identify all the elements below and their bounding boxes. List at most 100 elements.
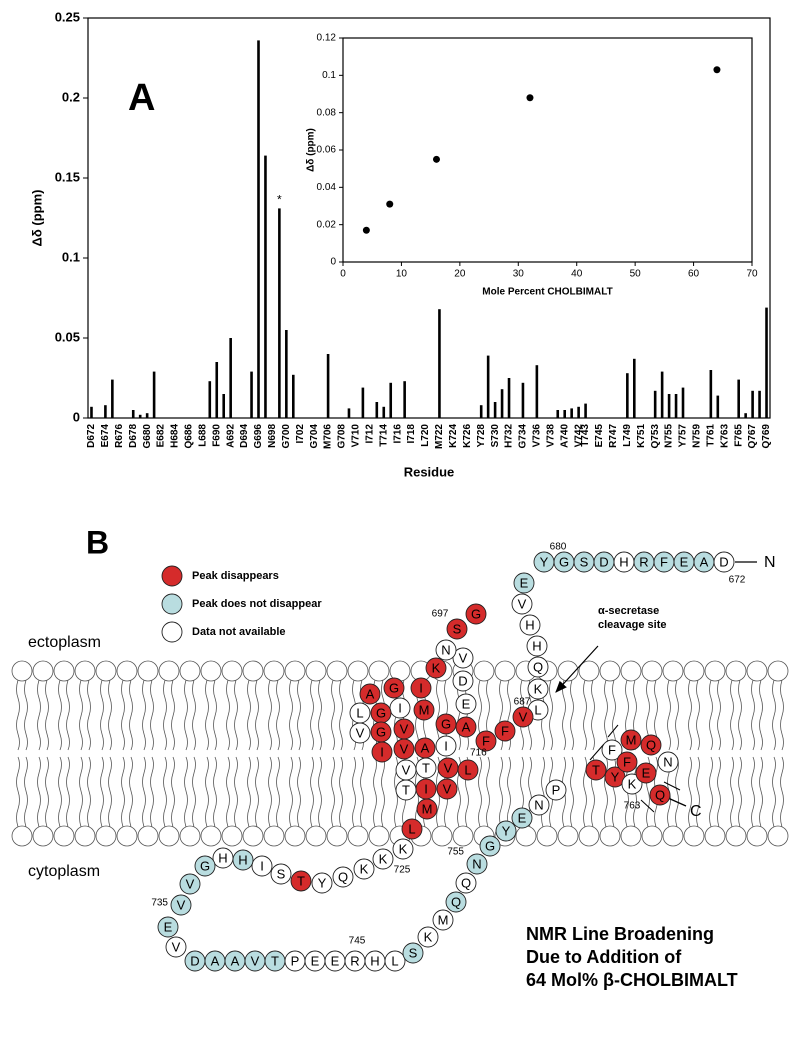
lipid-head	[74, 660, 96, 682]
residue	[251, 855, 273, 877]
residue	[649, 784, 671, 806]
terminus: N	[764, 554, 776, 571]
inset-frame	[342, 37, 753, 263]
residue-number: 725	[394, 865, 411, 876]
lipid-head	[158, 825, 180, 847]
lipid-tail	[730, 679, 734, 751]
residue-label: G	[376, 705, 386, 720]
residue	[332, 866, 354, 888]
lipid-head	[767, 825, 789, 847]
residue-number: 735	[151, 898, 168, 909]
residue-label: H	[532, 638, 541, 653]
residue-label: D	[458, 673, 467, 688]
residue-label: A	[462, 719, 471, 734]
lipid-head	[158, 660, 180, 682]
bar	[667, 394, 671, 418]
y-axis-label: Δδ (ppm)	[29, 190, 44, 247]
residue-label: H	[619, 554, 628, 569]
x-tick-label: 0	[340, 269, 346, 280]
lipid-tail	[667, 679, 671, 751]
lipid-tail	[339, 756, 343, 828]
x-tick-label: D678	[128, 424, 139, 448]
lipid-tail	[331, 756, 335, 828]
residue-label: D	[190, 953, 199, 968]
residue-label: V	[251, 953, 260, 968]
residue	[416, 798, 438, 820]
bar	[570, 408, 573, 418]
residue-label: E	[680, 554, 689, 569]
bar	[556, 410, 560, 418]
lipid-tail	[16, 756, 20, 828]
residue	[494, 720, 516, 742]
lipid-tail	[297, 756, 301, 828]
x-tick-label: A740	[559, 424, 570, 448]
residue	[371, 741, 393, 763]
residue-label: V	[177, 897, 186, 912]
lipid-tail	[478, 756, 482, 828]
residue-label: V	[443, 781, 452, 796]
lipid-head	[221, 660, 243, 682]
y-tick-label: 0	[73, 409, 80, 424]
x-tick-label: N755	[664, 424, 675, 448]
lipid-tail	[696, 679, 700, 751]
lipid-head	[368, 825, 390, 847]
x-tick-label: 30	[513, 269, 525, 280]
residue	[270, 863, 292, 885]
lipid-tail	[121, 679, 125, 751]
bar	[521, 382, 525, 418]
residue	[455, 693, 477, 715]
lipid-tail	[100, 756, 104, 828]
lipid-head	[200, 660, 222, 682]
lipid-tail	[226, 756, 230, 828]
lipid-tail	[730, 756, 734, 828]
lipid-tail	[688, 679, 692, 751]
residue	[635, 762, 657, 784]
lipid-head	[368, 660, 390, 682]
residue-label: V	[356, 725, 365, 740]
connector	[667, 797, 687, 807]
lipid-head	[284, 660, 306, 682]
lipid-tail	[87, 756, 91, 828]
residue	[620, 729, 642, 751]
lipid-head	[263, 660, 285, 682]
residue-label: R	[639, 554, 648, 569]
annotation: α-secretase	[598, 605, 659, 617]
residue	[511, 593, 533, 615]
lipid-tail	[142, 679, 146, 751]
residue-label: L	[408, 821, 415, 836]
region-label: cytoplasm	[28, 863, 100, 880]
lipid-tail	[255, 679, 259, 751]
x-tick-label: T714	[378, 424, 389, 447]
lipid-tail	[192, 679, 196, 751]
residue	[410, 677, 432, 699]
residue	[585, 759, 607, 781]
lipid-tail	[562, 679, 566, 751]
lipid-tail	[352, 756, 356, 828]
residue-label: Y	[502, 823, 511, 838]
lipid-head	[641, 825, 663, 847]
lipid-tail	[24, 679, 28, 751]
bar	[347, 408, 351, 418]
bar	[375, 402, 379, 418]
residue-label: H	[238, 852, 247, 867]
divider	[607, 724, 619, 738]
x-tick-label: S730	[490, 424, 501, 448]
x-tick-label: N698	[267, 424, 278, 448]
legend-swatch	[161, 621, 183, 643]
point	[713, 66, 721, 74]
lipid-tail	[570, 756, 574, 828]
lipid-tail	[87, 679, 91, 751]
lipid-tail	[318, 756, 322, 828]
lipid-tail	[142, 756, 146, 828]
residue-number: 687	[514, 697, 531, 708]
legend-label: Peak does not disappear	[192, 598, 322, 610]
bar	[222, 394, 226, 418]
residue-label: G	[471, 606, 481, 621]
x-tick-label: Q686	[184, 424, 195, 449]
lipid-tail	[205, 679, 209, 751]
lipid-tail	[381, 756, 385, 828]
residue-label: S	[277, 866, 286, 881]
residue-label: L	[391, 953, 398, 968]
lipid-head	[620, 825, 642, 847]
residue-label: A	[231, 953, 240, 968]
